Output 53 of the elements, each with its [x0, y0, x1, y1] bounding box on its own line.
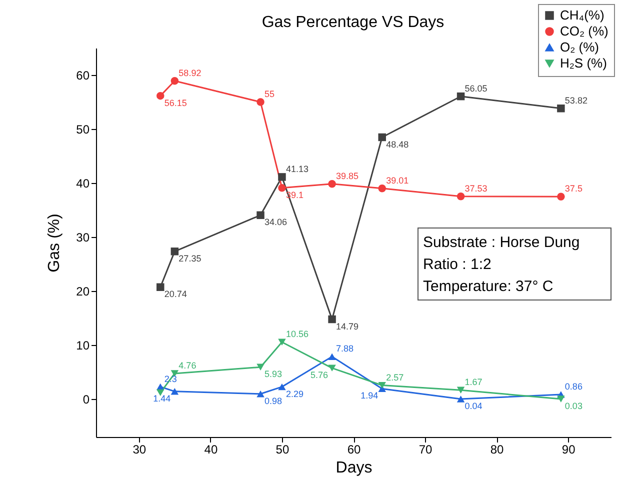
data-label: 41.13: [286, 164, 309, 174]
data-label: 4.76: [178, 360, 196, 370]
annotation: Substrate : Horse Dung: [423, 234, 580, 251]
data-label: 34.06: [264, 217, 288, 228]
x-axis-title: Days: [336, 460, 372, 476]
y-tick-label: 0: [82, 392, 90, 407]
legend-label: H₂S (%): [560, 56, 607, 70]
data-label: 56.15: [164, 98, 187, 108]
y-tick-label: 10: [76, 338, 90, 353]
x-tick-label: 60: [347, 442, 361, 456]
data-label: 5.76: [310, 370, 328, 380]
x-tick-label: 40: [204, 442, 218, 456]
x-tick-label: 90: [562, 442, 576, 456]
data-label: 2.57: [386, 372, 404, 382]
data-label: 2.29: [286, 388, 304, 399]
data-label: 48.48: [386, 139, 409, 150]
y-tick-label: 30: [76, 230, 90, 245]
data-label: 1.67: [464, 377, 482, 388]
data-label: 27.35: [178, 253, 202, 264]
data-label: 56.05: [464, 83, 488, 94]
data-label: 0.98: [264, 396, 282, 406]
data-label: 53.82: [564, 95, 588, 106]
data-label: 0.04: [464, 400, 482, 411]
data-label: 7.88: [336, 344, 354, 354]
legend-label: CH₄(%): [560, 8, 604, 22]
data-label: 37.53: [464, 183, 488, 194]
data-label: 37.5: [564, 184, 582, 194]
annotation: Ratio : 1:2: [423, 256, 492, 273]
annotation: Temperature: 37° C: [423, 278, 554, 295]
y-axis-title: Gas (%): [46, 214, 64, 272]
data-label: 0.86: [564, 382, 582, 392]
data-label: 1.94: [360, 390, 378, 401]
y-tick-label: 60: [76, 68, 90, 83]
data-label: 1.44: [153, 393, 171, 404]
y-tick-label: 50: [76, 122, 90, 137]
y-tick-label: 20: [76, 284, 90, 299]
data-label: 20.74: [164, 289, 187, 300]
data-label: 14.79: [336, 321, 359, 332]
legend-label: O₂ (%): [560, 40, 599, 54]
data-label: 5.93: [264, 369, 282, 380]
chart-title: Gas Percentage VS Days: [262, 14, 444, 31]
data-label: 58.92: [178, 68, 202, 78]
legend-label: CO₂ (%): [560, 24, 608, 38]
data-label: 55: [264, 89, 275, 100]
data-label: 10.56: [286, 329, 309, 340]
data-label: 39.85: [336, 170, 359, 181]
x-tick-label: 30: [132, 442, 146, 456]
data-label: 0.03: [564, 401, 582, 412]
data-label: 39.01: [386, 175, 409, 186]
x-tick-label: 80: [490, 442, 504, 456]
x-tick-label: 70: [418, 442, 433, 456]
y-tick-label: 40: [76, 176, 90, 191]
x-tick-label: 50: [276, 442, 290, 456]
